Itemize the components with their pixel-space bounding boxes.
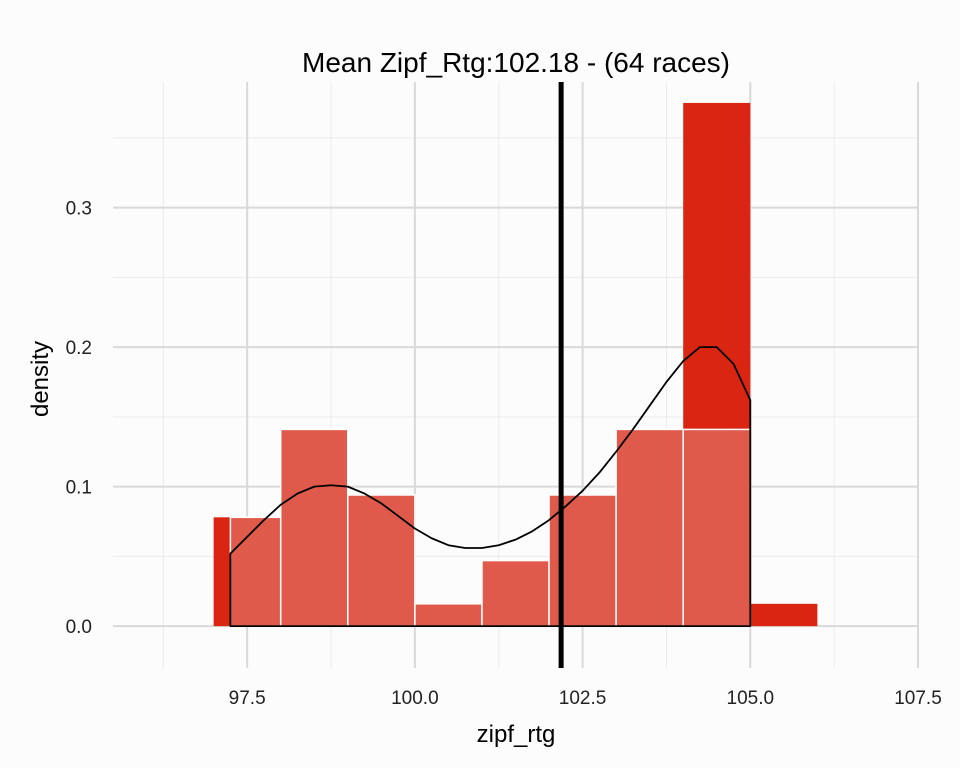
y-tick-label: 0.3 (66, 199, 92, 220)
overlay-histogram-bars (229, 428, 752, 627)
x-axis-title: zipf_rtg (477, 721, 556, 748)
y-axis-title: density (27, 341, 54, 417)
x-tick-label: 97.5 (229, 688, 266, 709)
x-tick-label: 105.0 (727, 688, 775, 709)
overlay-histogram-bar (481, 559, 550, 627)
overlay-histogram-bar (347, 494, 416, 627)
overlay-histogram-bar (414, 603, 483, 627)
overlay-histogram-bar (615, 428, 684, 627)
density-curve-layer (229, 346, 752, 628)
y-tick-label: 0.0 (66, 617, 92, 638)
x-tick-label: 107.5 (894, 688, 942, 709)
overlay-histogram-bar (279, 428, 349, 627)
overlay-histogram-bar (229, 516, 282, 627)
density-curve (229, 346, 752, 628)
y-axis-ticks: 0.0 0.1 0.2 0.3 (66, 199, 92, 639)
chart-title: Mean Zipf_Rtg:102.18 - (64 races) (302, 47, 730, 78)
x-tick-label: 102.5 (559, 688, 607, 709)
histogram-bar (750, 603, 818, 627)
overlay-histogram-bar (682, 428, 752, 627)
x-axis-ticks: 97.5 100.0 102.5 105.0 107.5 (229, 688, 942, 709)
x-tick-label: 100.0 (391, 688, 439, 709)
y-tick-label: 0.1 (66, 478, 92, 499)
y-tick-label: 0.2 (66, 338, 92, 359)
